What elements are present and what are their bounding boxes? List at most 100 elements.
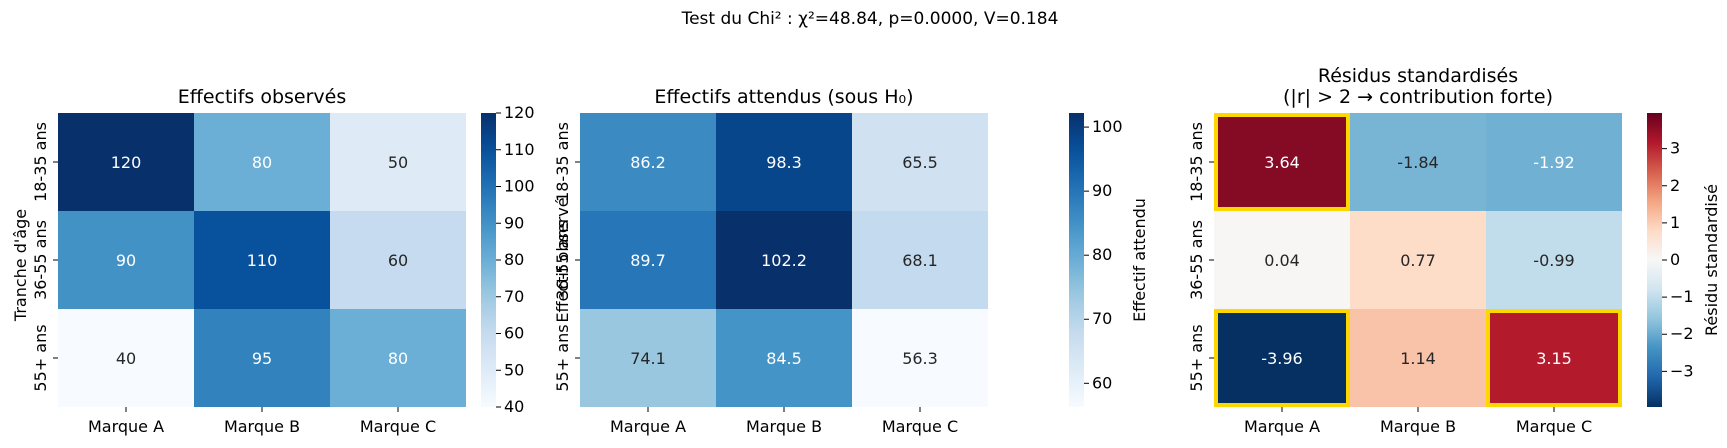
y-tick-label: 55+ ans bbox=[31, 324, 50, 391]
heatmap-cell bbox=[330, 113, 466, 211]
colorbar-tick-label: 2 bbox=[1670, 176, 1680, 195]
cell-value-label: 40 bbox=[116, 349, 136, 368]
highlight-border bbox=[1214, 309, 1350, 407]
colorbar-tick-label: 90 bbox=[1092, 181, 1112, 200]
x-tick-label: Marque C bbox=[882, 417, 958, 436]
heatmap-cell bbox=[852, 113, 988, 211]
cell-value-label: 68.1 bbox=[902, 251, 938, 270]
colorbar-label: Effectif observé bbox=[553, 197, 572, 322]
heatmap-cell bbox=[58, 211, 194, 309]
cell-value-label: 86.2 bbox=[630, 153, 666, 172]
x-tick-label: Marque B bbox=[746, 417, 822, 436]
heatmap-cell bbox=[1214, 211, 1350, 309]
heatmap-panel-3: Résidus standardisés(|r| > 2 → contribut… bbox=[1187, 65, 1721, 436]
panel-title: Résidus standardisés bbox=[1318, 65, 1518, 87]
heatmap-cell bbox=[580, 211, 716, 309]
cell-value-label: 84.5 bbox=[766, 349, 802, 368]
heatmap-panel-2: Effectifs attendus (sous H₀) 86.2 98.3 65.5… bbox=[553, 86, 1149, 436]
heatmap-cell bbox=[1486, 211, 1622, 309]
heatmap-cell bbox=[194, 309, 330, 407]
cell-value-label: 80 bbox=[252, 153, 272, 172]
colorbar-tick-label: 100 bbox=[504, 177, 535, 196]
y-tick-label: 55+ ans bbox=[553, 324, 572, 391]
cell-value-label: 102.2 bbox=[761, 251, 807, 270]
y-tick-label: 36-55 ans bbox=[553, 220, 572, 300]
colorbar-tick-label: 100 bbox=[1092, 117, 1123, 136]
cell-value-label: 80 bbox=[388, 349, 408, 368]
colorbar-tick-label: 50 bbox=[504, 360, 524, 379]
heatmap-cell bbox=[194, 211, 330, 309]
colorbar-tick-label: 1 bbox=[1670, 213, 1680, 232]
cell-value-label: 0.77 bbox=[1400, 251, 1436, 270]
cell-value-label: 50 bbox=[388, 153, 408, 172]
cell-value-label: -3.96 bbox=[1261, 349, 1302, 368]
heatmap-cell bbox=[1350, 113, 1486, 211]
cell-value-label: 1.14 bbox=[1400, 349, 1436, 368]
heatmap-cell bbox=[58, 113, 194, 211]
colorbar-tick-label: 70 bbox=[1092, 309, 1112, 328]
cell-value-label: 74.1 bbox=[630, 349, 666, 368]
y-tick-label: 36-55 ans bbox=[31, 220, 50, 300]
highlight-border bbox=[1486, 309, 1622, 407]
cell-value-label: 65.5 bbox=[902, 153, 938, 172]
colorbar-tick-label: −2 bbox=[1670, 324, 1694, 343]
cell-value-label: 98.3 bbox=[766, 153, 802, 172]
colorbar-tick-label: 110 bbox=[504, 140, 535, 159]
colorbar-tick-label: 60 bbox=[1092, 373, 1112, 392]
heatmap-cell bbox=[194, 113, 330, 211]
y-tick-label: 36-55 ans bbox=[1187, 220, 1206, 300]
heatmap-cell bbox=[852, 309, 988, 407]
colorbar bbox=[1069, 113, 1084, 407]
panel-title: Effectifs observés bbox=[178, 86, 347, 108]
x-tick-label: Marque B bbox=[224, 417, 300, 436]
x-tick-label: Marque A bbox=[88, 417, 164, 436]
highlight-border bbox=[1214, 113, 1350, 211]
cell-value-label: -1.84 bbox=[1397, 153, 1438, 172]
cell-value-label: 56.3 bbox=[902, 349, 938, 368]
cell-value-label: -0.99 bbox=[1533, 251, 1574, 270]
cell-value-label: 3.15 bbox=[1536, 349, 1572, 368]
cell-value-label: 3.64 bbox=[1264, 153, 1300, 172]
colorbar-tick-label: −3 bbox=[1670, 361, 1694, 380]
colorbar-tick-label: −1 bbox=[1670, 287, 1694, 306]
figure-suptitle: Test du Chi² : χ²=48.84, p=0.0000, V=0.1… bbox=[681, 9, 1059, 29]
heatmap-cell bbox=[1486, 309, 1622, 407]
y-axis-label: Tranche d'âge bbox=[11, 209, 30, 322]
heatmap-cell bbox=[580, 113, 716, 211]
y-tick-label: 18-35 ans bbox=[553, 122, 572, 202]
cell-value-label: 120 bbox=[111, 153, 142, 172]
x-tick-label: Marque C bbox=[360, 417, 436, 436]
heatmap-cell bbox=[1350, 309, 1486, 407]
cell-value-label: 95 bbox=[252, 349, 272, 368]
heatmap-cell bbox=[580, 309, 716, 407]
heatmap-cell bbox=[1214, 309, 1350, 407]
colorbar-tick-label: 70 bbox=[504, 287, 524, 306]
heatmap-cell bbox=[716, 211, 852, 309]
colorbar-label: Effectif attendu bbox=[1130, 198, 1149, 322]
heatmap-cell bbox=[1486, 113, 1622, 211]
cell-value-label: 0.04 bbox=[1264, 251, 1300, 270]
colorbar-tick-label: 80 bbox=[1092, 245, 1112, 264]
panel-title: Effectifs attendus (sous H₀) bbox=[654, 86, 913, 108]
cell-value-label: 90 bbox=[116, 251, 136, 270]
panel-title: (|r| > 2 → contribution forte) bbox=[1283, 86, 1553, 108]
y-tick-label: 55+ ans bbox=[1187, 324, 1206, 391]
colorbar-tick-label: 40 bbox=[504, 397, 524, 416]
heatmap-cell bbox=[58, 309, 194, 407]
cell-value-label: 60 bbox=[388, 251, 408, 270]
y-tick-label: 18-35 ans bbox=[31, 122, 50, 202]
colorbar-tick-label: 3 bbox=[1670, 139, 1680, 158]
colorbar-tick-label: 0 bbox=[1670, 250, 1680, 269]
colorbar bbox=[481, 113, 496, 407]
heatmap-cell bbox=[330, 309, 466, 407]
cell-value-label: 89.7 bbox=[630, 251, 666, 270]
x-tick-label: Marque A bbox=[1244, 417, 1320, 436]
colorbar bbox=[1647, 113, 1662, 407]
colorbar-tick-label: 90 bbox=[504, 213, 524, 232]
colorbar-tick-label: 60 bbox=[504, 324, 524, 343]
colorbar-label: Résidu standardisé bbox=[1702, 184, 1721, 336]
cell-value-label: 110 bbox=[247, 251, 278, 270]
colorbar-tick-label: 80 bbox=[504, 250, 524, 269]
heatmap-cell bbox=[852, 211, 988, 309]
